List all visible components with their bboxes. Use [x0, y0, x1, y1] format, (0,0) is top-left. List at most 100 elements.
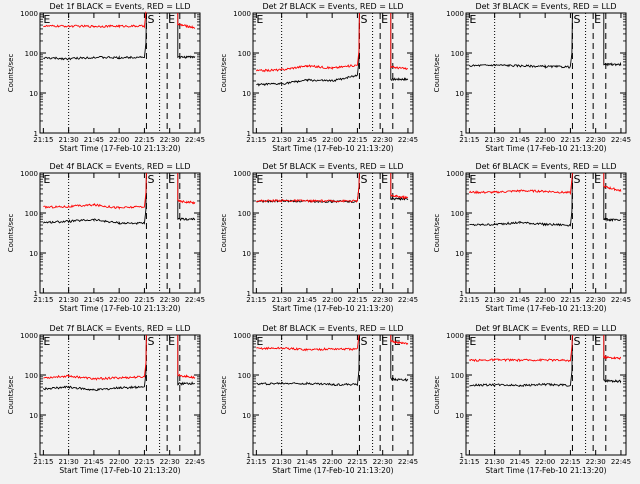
x-tick-label: 21:45	[510, 296, 530, 304]
series-line-lld-after	[177, 335, 196, 379]
x-tick-label: 21:30	[59, 296, 79, 304]
x-tick-label: 22:45	[611, 136, 631, 144]
chart-title: Det 2f BLACK = Events, RED = LLD	[262, 2, 403, 11]
x-tick-label: 21:45	[297, 136, 317, 144]
x-axis-label: Start Time (17-Feb-10 21:13:20)	[485, 304, 606, 313]
x-tick-label: 22:15	[560, 296, 580, 304]
y-tick-label: 1	[460, 290, 464, 298]
x-tick-label: 22:45	[185, 296, 205, 304]
y-tick-label: 10	[29, 412, 38, 420]
series-line-events	[256, 334, 360, 387]
y-axis-label: Counts/sec	[433, 54, 441, 93]
y-tick-label: 1000	[20, 170, 38, 178]
x-tick-label: 22:15	[347, 296, 367, 304]
y-tick-label: 1	[247, 452, 251, 460]
chart-axes-frame	[465, 334, 627, 456]
chart-axes-frame	[252, 12, 414, 134]
x-tick-label: 21:45	[84, 458, 104, 466]
x-tick-label: 22:30	[373, 136, 393, 144]
x-tick-label: 21:15	[33, 296, 53, 304]
y-tick-label: 10	[242, 250, 251, 258]
y-tick-label: 10	[242, 90, 251, 98]
event-marker-label: E	[469, 173, 476, 186]
y-tick-label: 1000	[20, 10, 38, 18]
y-tick-label: 1	[34, 290, 38, 298]
x-axis-label: Start Time (17-Feb-10 21:13:20)	[272, 466, 393, 475]
y-tick-label: 1	[460, 130, 464, 138]
event-marker-label: E	[594, 13, 601, 26]
x-tick-label: 22:00	[322, 296, 342, 304]
y-axis-label: Counts/sec	[220, 214, 228, 253]
y-axis-label: Counts/sec	[433, 214, 441, 253]
series-line-events	[469, 12, 573, 70]
x-tick-label: 21:15	[33, 136, 53, 144]
y-tick-label: 1000	[446, 332, 464, 340]
series-line-events-after	[603, 173, 622, 223]
x-tick-label: 22:30	[586, 136, 606, 144]
y-tick-label: 1	[34, 130, 38, 138]
event-marker-label: E	[594, 173, 601, 186]
x-axis-label: Start Time (17-Feb-10 21:13:20)	[485, 466, 606, 475]
chart-axes-frame	[39, 172, 201, 294]
x-tick-label: 22:15	[134, 296, 154, 304]
x-tick-label: 22:45	[398, 136, 418, 144]
chart-panel-4: Det 4f BLACK = Events, RED = LLD Counts/s…	[7, 162, 205, 313]
series-line-events	[43, 12, 147, 61]
x-tick-label: 22:30	[586, 296, 606, 304]
event-marker-label: S	[147, 173, 154, 186]
x-tick-label: 21:45	[84, 136, 104, 144]
chart-title: Det 3f BLACK = Events, RED = LLD	[475, 2, 616, 11]
event-marker-label: E	[168, 13, 175, 26]
chart-axes-frame	[252, 334, 414, 456]
y-tick-label: 10	[455, 90, 464, 98]
x-tick-label: 21:45	[297, 458, 317, 466]
series-line-lld-after	[390, 335, 409, 345]
x-tick-label: 22:45	[611, 296, 631, 304]
chart-title: Det 7f BLACK = Events, RED = LLD	[49, 324, 190, 333]
x-tick-label: 22:45	[398, 296, 418, 304]
series-line-lld-after	[177, 173, 196, 205]
y-tick-label: 10	[455, 250, 464, 258]
y-tick-label: 100	[25, 372, 38, 380]
event-marker-label: E	[381, 173, 388, 186]
y-tick-label: 1	[34, 452, 38, 460]
y-tick-label: 1000	[233, 170, 251, 178]
series-line-lld-after	[390, 13, 409, 71]
y-tick-label: 1	[460, 452, 464, 460]
series-line-lld	[256, 12, 360, 73]
x-tick-label: 21:30	[59, 458, 79, 466]
series-line-events-after	[177, 335, 196, 386]
x-tick-label: 22:00	[322, 136, 342, 144]
series-line-lld-after	[390, 173, 409, 200]
event-marker-label: S	[360, 335, 367, 348]
event-marker-label: S	[573, 335, 580, 348]
series-line-events-after	[177, 13, 196, 59]
x-tick-label: 21:45	[84, 296, 104, 304]
chart-title: Det 4f BLACK = Events, RED = LLD	[49, 162, 190, 171]
event-marker-label: E	[381, 335, 388, 348]
series-line-events-after	[603, 13, 622, 67]
series-line-events	[256, 12, 360, 87]
series-line-events	[43, 334, 147, 392]
y-tick-label: 100	[238, 372, 251, 380]
x-axis-label: Start Time (17-Feb-10 21:13:20)	[59, 304, 180, 313]
x-tick-label: 21:30	[485, 296, 505, 304]
chart-axes-frame	[39, 334, 201, 456]
x-tick-label: 22:15	[347, 136, 367, 144]
event-marker-label: E	[469, 13, 476, 26]
x-tick-label: 21:45	[510, 136, 530, 144]
x-tick-label: 22:00	[535, 458, 555, 466]
chart-panel-5: Det 5f BLACK = Events, RED = LLD Counts/s…	[220, 162, 418, 313]
x-axis-label: Start Time (17-Feb-10 21:13:20)	[59, 144, 180, 153]
chart-title: Det 9f BLACK = Events, RED = LLD	[475, 324, 616, 333]
x-tick-label: 22:15	[347, 458, 367, 466]
x-tick-label: 21:30	[272, 136, 292, 144]
series-line-events	[469, 334, 573, 387]
y-axis-label: Counts/sec	[220, 54, 228, 93]
y-axis-label: Counts/sec	[7, 376, 15, 415]
chart-axes-frame	[465, 172, 627, 294]
chart-title: Det 6f BLACK = Events, RED = LLD	[475, 162, 616, 171]
event-marker-label: E	[394, 335, 401, 348]
x-tick-label: 21:30	[272, 458, 292, 466]
chart-panel-2: Det 2f BLACK = Events, RED = LLD Counts/s…	[220, 2, 418, 153]
